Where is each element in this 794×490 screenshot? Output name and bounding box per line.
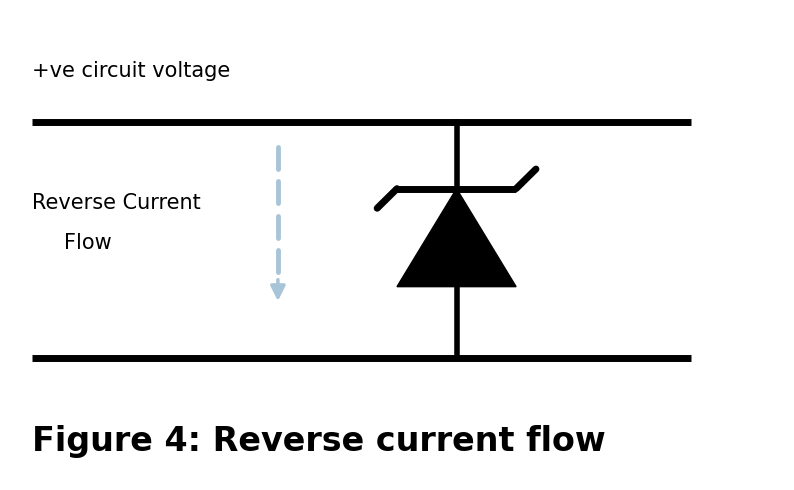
- Polygon shape: [397, 189, 516, 287]
- Text: Figure 4: Reverse current flow: Figure 4: Reverse current flow: [32, 424, 606, 458]
- Text: Flow: Flow: [64, 233, 111, 252]
- Text: +ve circuit voltage: +ve circuit voltage: [32, 61, 230, 81]
- Text: Reverse Current: Reverse Current: [32, 194, 201, 213]
